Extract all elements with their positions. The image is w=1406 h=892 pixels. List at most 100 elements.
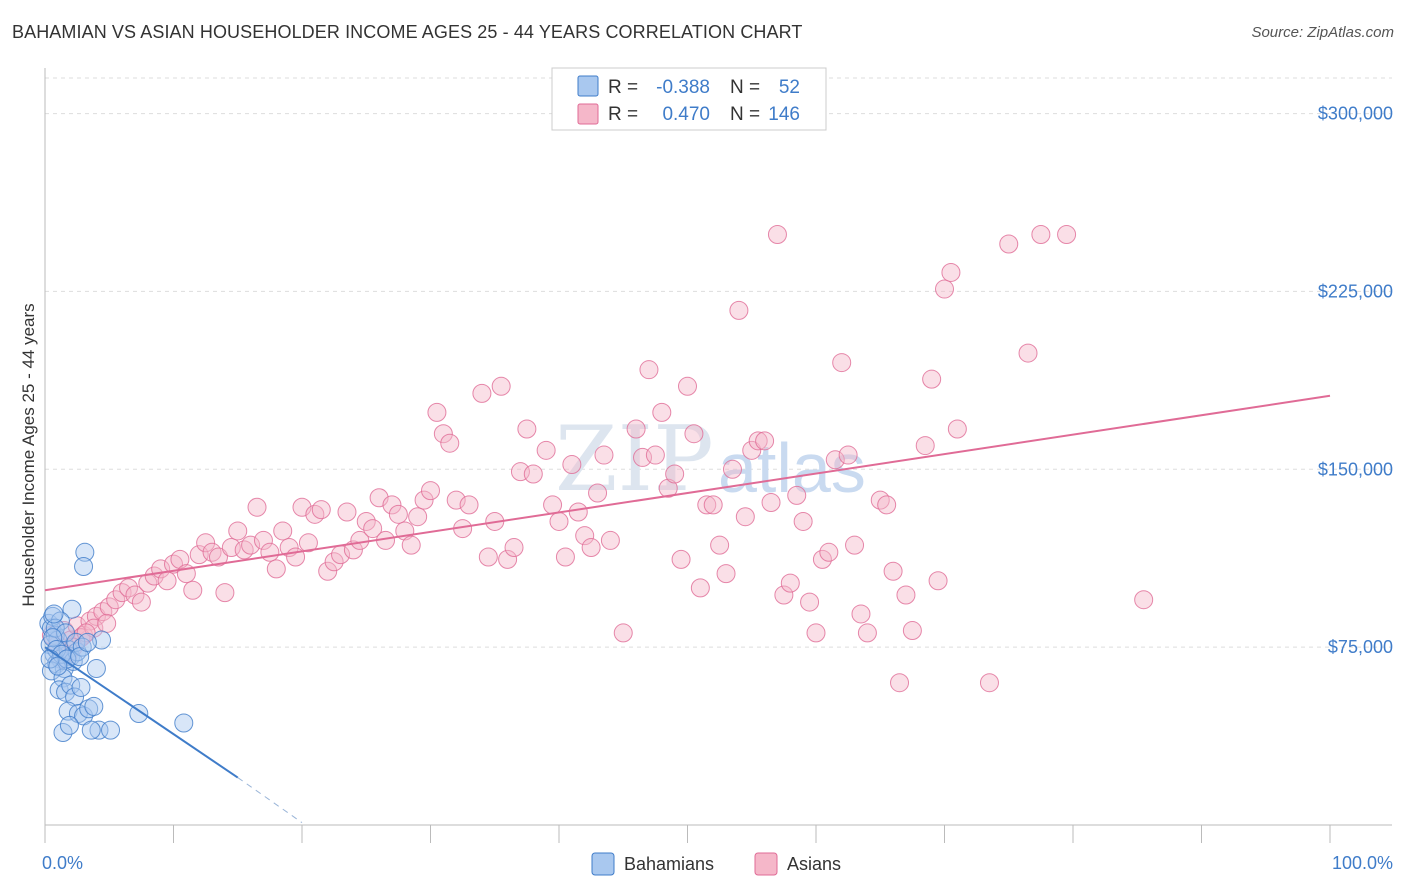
legend-swatch-bahamians bbox=[577, 75, 599, 97]
asian-point bbox=[273, 521, 293, 541]
asian-point bbox=[857, 623, 877, 643]
trend-line-bahamians-extension bbox=[237, 777, 303, 824]
y-axis-label: Householder Income Ages 25 - 44 years bbox=[19, 303, 38, 606]
legend-swatch-asians bbox=[577, 103, 599, 125]
asian-point bbox=[472, 383, 492, 403]
legend-n-label-1: N = bbox=[730, 104, 760, 125]
asian-point bbox=[433, 424, 453, 444]
asian-point bbox=[896, 585, 916, 605]
asian-point bbox=[915, 436, 935, 456]
asian-point bbox=[588, 483, 608, 503]
asian-point bbox=[414, 490, 434, 510]
trend-line-asians bbox=[44, 394, 1331, 592]
asian-point bbox=[652, 402, 672, 422]
asian-point bbox=[298, 533, 318, 553]
asian-point bbox=[337, 502, 357, 522]
asian-point bbox=[729, 300, 749, 320]
asian-point bbox=[678, 376, 697, 396]
legend-n-value-0: 52 bbox=[779, 77, 800, 98]
asian-point bbox=[999, 234, 1019, 254]
asian-point bbox=[735, 507, 755, 527]
asian-point bbox=[703, 495, 723, 515]
y-tick-label: $75,000 bbox=[1328, 637, 1393, 657]
asian-point bbox=[427, 402, 447, 422]
trend-lines bbox=[44, 394, 1331, 824]
watermark-atlas: atlas bbox=[718, 429, 866, 507]
bahamian-point bbox=[86, 658, 106, 678]
asian-point bbox=[253, 530, 273, 550]
asian-point bbox=[761, 492, 781, 512]
asian-point bbox=[99, 597, 119, 617]
asian-point bbox=[523, 464, 543, 484]
axes bbox=[44, 68, 1392, 843]
legend-n-value-1: 146 bbox=[768, 104, 800, 125]
asian-point bbox=[947, 419, 967, 439]
bahamian-point bbox=[77, 632, 97, 652]
asian-point bbox=[748, 431, 768, 451]
asian-point bbox=[838, 445, 858, 465]
asian-point bbox=[459, 495, 479, 515]
asian-point bbox=[491, 376, 511, 396]
asian-point bbox=[131, 592, 151, 612]
stats-legend: R = -0.388 N = 52 R = 0.470 N = 146 bbox=[551, 67, 827, 131]
asian-point bbox=[690, 578, 710, 598]
asian-point bbox=[665, 464, 685, 484]
asian-point bbox=[793, 511, 813, 531]
asian-point bbox=[684, 424, 704, 444]
asian-point bbox=[568, 502, 588, 522]
source-label: Source: ZipAtlas.com bbox=[1251, 24, 1394, 41]
trend-line-bahamians bbox=[44, 646, 239, 779]
asian-point bbox=[228, 521, 248, 541]
asian-point bbox=[1057, 225, 1077, 245]
x-tick-labels: 0.0% 100.0% bbox=[42, 853, 1393, 873]
asian-point bbox=[549, 511, 569, 531]
asian-point bbox=[382, 495, 402, 515]
asian-point bbox=[562, 455, 582, 475]
bahamian-point bbox=[53, 668, 73, 688]
asian-point bbox=[555, 547, 575, 567]
asian-point bbox=[247, 497, 267, 517]
x-tick-label-min: 0.0% bbox=[42, 853, 83, 873]
asian-point bbox=[446, 490, 466, 510]
bottom-legend-swatch-asians bbox=[754, 852, 778, 876]
asian-point bbox=[787, 485, 807, 505]
bahamian-point bbox=[74, 557, 94, 577]
bahamian-point bbox=[79, 699, 99, 719]
y-tick-label: $300,000 bbox=[1318, 104, 1393, 124]
asian-point bbox=[767, 225, 787, 245]
asian-point bbox=[196, 533, 216, 553]
bahamian-point bbox=[71, 677, 91, 697]
bahamian-point bbox=[92, 630, 112, 650]
asian-point bbox=[97, 613, 117, 633]
asian-point bbox=[311, 500, 331, 520]
asian-point bbox=[266, 559, 286, 579]
asian-point bbox=[260, 542, 280, 562]
asian-point bbox=[890, 673, 910, 693]
asian-point bbox=[343, 540, 363, 560]
asian-point bbox=[755, 431, 775, 451]
watermark-zip: ZIP bbox=[555, 407, 714, 512]
bahamian-point bbox=[59, 715, 79, 735]
asian-point bbox=[208, 547, 228, 567]
asian-point bbox=[600, 530, 620, 550]
bahamian-point bbox=[75, 542, 95, 562]
bottom-legend-swatch-bahamians bbox=[591, 852, 615, 876]
asian-point bbox=[536, 440, 556, 460]
bahamian-point bbox=[65, 687, 85, 707]
asian-point bbox=[922, 369, 942, 389]
asian-point bbox=[498, 549, 518, 569]
bahamian-point bbox=[174, 713, 194, 733]
asian-point bbox=[594, 445, 614, 465]
chart-title: BAHAMIAN VS ASIAN HOUSEHOLDER INCOME AGE… bbox=[12, 22, 803, 42]
asian-point bbox=[832, 353, 852, 373]
asian-point bbox=[671, 549, 691, 569]
asian-point bbox=[76, 623, 96, 643]
asian-point bbox=[883, 561, 903, 581]
asian-point bbox=[401, 535, 421, 555]
asian-point bbox=[639, 360, 659, 380]
asian-point bbox=[125, 585, 145, 605]
bottom-legend-asians: Asians bbox=[787, 854, 841, 874]
asian-point bbox=[774, 585, 794, 605]
series-legend: Bahamians Asians bbox=[591, 852, 841, 876]
